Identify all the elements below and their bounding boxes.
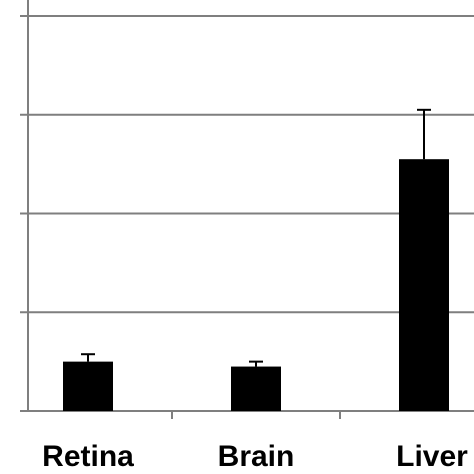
error-bars (81, 108, 431, 367)
bar-brain (231, 366, 281, 411)
bar-liver (399, 159, 449, 411)
category-label-retina: Retina (42, 440, 134, 473)
category-labels: Retina Brain Liver (42, 440, 468, 473)
bar-retina (63, 361, 113, 411)
x-axis-ticks (171, 411, 341, 419)
bars (63, 159, 449, 411)
category-label-liver: Liver (396, 440, 468, 473)
category-label-brain: Brain (218, 440, 295, 473)
